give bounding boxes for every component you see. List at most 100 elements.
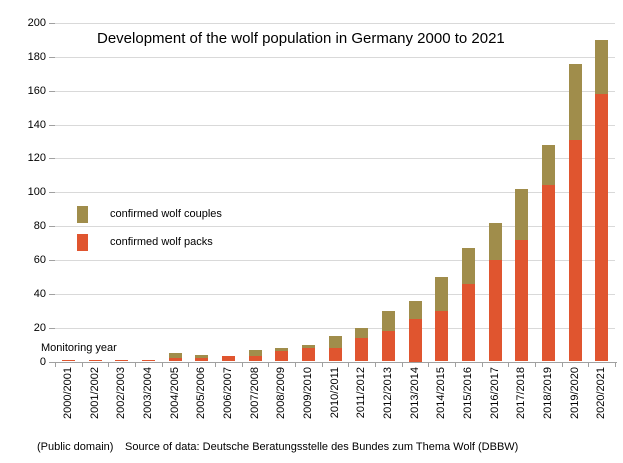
x-axis-tick [188,362,190,367]
x-axis-tick [295,362,296,367]
x-axis-line [49,361,617,363]
bar-segment-packs [248,356,262,362]
license-note: (Public domain) [37,441,114,453]
gridline [55,124,615,126]
x-axis-tick [615,362,616,367]
x-tick-label: 2018/2019 [541,367,554,419]
x-tick-label: 2001/2002 [88,367,101,419]
bar-segment-packs [141,359,155,362]
x-axis-tick [535,362,536,367]
bar-segment-couples [488,222,502,260]
bar-segment-packs [515,239,529,362]
y-axis-tick [49,23,55,24]
x-axis-tick [375,362,376,367]
bar-segment-packs [488,259,502,362]
bar-segment-couples [515,188,529,240]
y-tick-label: 20 [33,321,46,334]
x-tick-label: 2003/2004 [141,367,154,419]
x-axis-tick [161,362,163,367]
bar-segment-packs [568,139,582,362]
y-tick-label: 180 [27,50,46,63]
x-tick-label: 2012/2013 [381,367,394,419]
x-tick-label: 2007/2008 [248,367,261,419]
legend-swatch-packs [77,234,88,251]
gridline [55,23,615,24]
y-tick-label: 160 [27,84,46,97]
bar-segment-couples [248,349,262,357]
x-tick-label: 2017/2018 [515,367,528,419]
x-tick-label: 2011/2012 [355,367,368,419]
bar-segment-packs [168,358,182,362]
bar-segment-packs [595,94,609,362]
y-tick-label: 140 [27,118,46,131]
legend-swatch-couples [77,206,88,223]
bar-segment-packs [88,359,102,362]
y-tick-label: 0 [39,355,46,368]
y-axis-tick [49,327,55,329]
bar-segment-couples [435,276,449,311]
bar-segment-couples [541,144,555,186]
bar-segment-couples [275,347,289,352]
gridline [55,327,615,329]
y-axis-tick [49,56,55,58]
bar-segment-couples [328,336,342,348]
x-tick-label: 2002/2003 [115,367,128,419]
x-tick-label: 2008/2009 [275,367,288,419]
y-axis-tick [49,226,55,228]
legend-label-packs: confirmed wolf packs [110,236,213,248]
bar-segment-packs [328,347,342,362]
x-axis-tick [401,362,403,367]
gridline [55,158,615,160]
bar-segment-packs [195,358,209,362]
x-tick-label: 2014/2015 [435,367,448,419]
x-axis-tick [321,362,323,367]
x-tick-label: 2019/2020 [568,367,581,419]
bar-segment-couples [355,327,369,338]
bar-segment-packs [435,310,449,362]
x-tick-label: 2000/2001 [61,367,74,419]
data-source-note: Source of data: Deutsche Beratungsstelle… [125,441,519,453]
gridline [55,259,615,261]
x-tick-label: 2004/2005 [168,367,181,419]
y-tick-label: 40 [33,287,46,300]
x-tick-label: 2010/2011 [328,367,341,419]
x-tick-label: 2005/2006 [195,367,208,419]
bar-segment-packs [381,331,395,362]
x-axis-tick [508,362,510,367]
bar-segment-couples [381,310,395,332]
gridline [55,192,615,194]
bar-segment-packs [408,319,422,362]
bar-segment-packs [461,283,475,362]
bar-segment-packs [355,337,369,362]
bar-segment-packs [541,185,555,362]
x-axis-tick [241,362,243,367]
y-axis-tick [49,192,55,194]
x-axis-title: Monitoring year [41,342,117,354]
bar-segment-couples [461,248,475,284]
y-axis-tick [49,124,55,126]
x-axis-tick [135,362,136,367]
y-tick-label: 200 [27,17,46,29]
x-axis-tick [348,362,350,367]
x-axis-tick [108,362,110,367]
x-axis-tick [561,362,563,367]
bar-segment-couples [195,354,209,359]
bar-segment-packs [221,356,235,362]
bar-segment-couples [168,353,182,359]
x-axis-tick [481,362,483,367]
y-tick-label: 100 [27,186,46,199]
bar-segment-packs [301,347,315,362]
bar-segment-couples [408,300,422,320]
gridline [55,90,615,92]
x-axis-tick [268,362,270,367]
bar-segment-couples [568,63,582,140]
x-axis-tick [455,362,456,367]
x-axis-tick [215,362,216,367]
x-tick-label: 2006/2007 [221,367,234,419]
y-axis-tick [49,259,55,261]
x-axis-tick [588,362,590,367]
y-axis-tick [49,90,55,92]
y-tick-label: 120 [27,152,46,165]
x-tick-label: 2009/2010 [301,367,314,419]
